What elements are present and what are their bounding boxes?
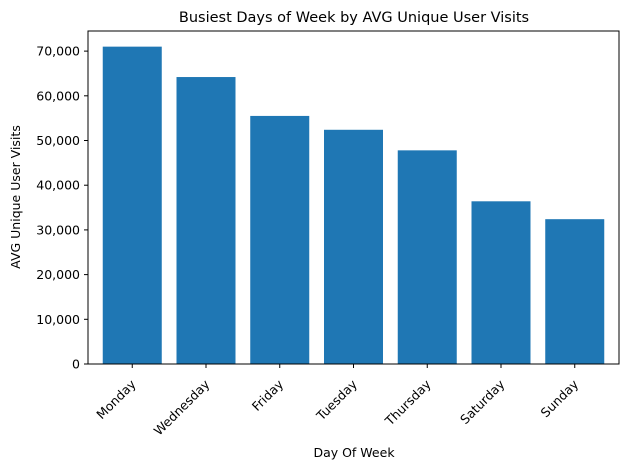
bar-tuesday [324, 129, 383, 364]
y-tick-label: 0 [72, 357, 80, 372]
y-tick-label: 50,000 [36, 133, 80, 148]
x-tick-label-wednesday: Wednesday [151, 376, 213, 438]
plot-frame [87, 30, 620, 365]
y-tick-label: 20,000 [36, 267, 80, 282]
y-axis-label: AVG Unique User Visits [8, 125, 23, 269]
bar-friday [250, 115, 310, 364]
x-tick-label-thursday: Thursday [381, 376, 434, 429]
x-axis-label: Day Of Week [313, 445, 395, 460]
x-tick-label-saturday: Saturday [457, 376, 508, 427]
x-tick-label-friday: Friday [249, 376, 287, 414]
x-tick-label-sunday: Sunday [538, 376, 582, 420]
x-tick-label-monday: Monday [93, 376, 139, 422]
y-tick-label: 30,000 [36, 222, 80, 237]
y-tick-label: 10,000 [36, 312, 80, 327]
bar-sunday [545, 219, 605, 364]
chart-title: Busiest Days of Week by AVG Unique User … [179, 10, 529, 26]
y-tick-label: 40,000 [36, 178, 80, 193]
bar-saturday [471, 201, 531, 364]
x-axis-ticks: Monday Wednesday Friday Tuesday Thursday Satu… [93, 364, 582, 438]
x-tick-label-tuesday: Tuesday [313, 376, 361, 424]
bar-wednesday [176, 77, 236, 364]
bar-monday [102, 46, 162, 365]
y-tick-label: 60,000 [36, 88, 80, 103]
bar-thursday [397, 150, 457, 364]
bars-group [102, 46, 605, 365]
y-axis-ticks: 0 10,000 20,000 30,000 40,000 50,000 60,000 70,… [36, 44, 88, 372]
y-tick-label: 70,000 [36, 44, 80, 59]
